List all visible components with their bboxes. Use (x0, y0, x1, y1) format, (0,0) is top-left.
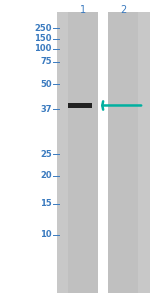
Text: 10: 10 (40, 231, 52, 239)
Text: 15: 15 (40, 199, 52, 208)
Bar (68, 103, 92, 108)
Text: 250: 250 (34, 24, 52, 33)
Bar (108, 12, 138, 293)
Bar (68, 12, 98, 293)
Text: 25: 25 (40, 150, 52, 159)
Text: 75: 75 (40, 57, 52, 66)
Text: 150: 150 (34, 34, 52, 43)
Text: 20: 20 (40, 171, 52, 180)
Text: 1: 1 (80, 5, 86, 15)
Text: 37: 37 (40, 105, 52, 114)
Text: 100: 100 (34, 45, 52, 53)
Text: 2: 2 (120, 5, 126, 15)
Bar (57, 12, 150, 293)
Bar (98, 12, 108, 293)
Text: 50: 50 (40, 80, 52, 88)
